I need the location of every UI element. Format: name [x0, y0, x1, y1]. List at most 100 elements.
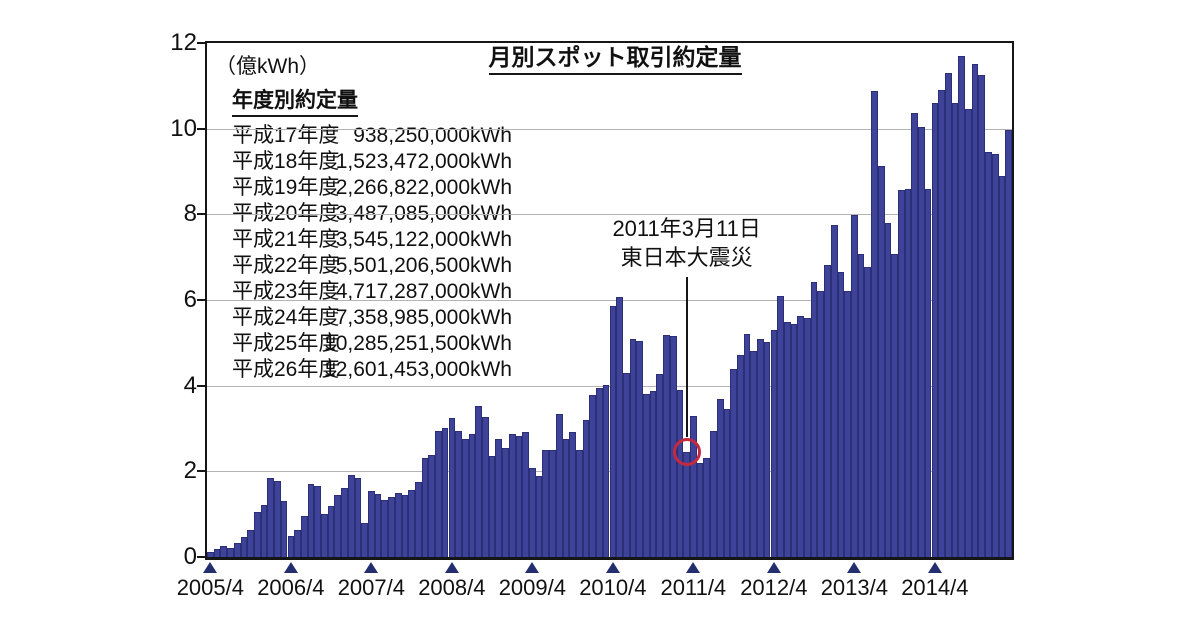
- y-axis-label-4: 4: [183, 371, 197, 399]
- fiscal-year-label: 平成20年度: [232, 202, 340, 225]
- bar-month-18: [327, 506, 335, 557]
- x-axis-label-2007/4: 2007/4: [337, 575, 405, 600]
- bar-month-102: [891, 254, 898, 557]
- bar-month-63: [629, 338, 637, 557]
- bar-month-39: [468, 434, 476, 557]
- fiscal-year-label: 平成17年度: [232, 124, 340, 147]
- y-axis-tick-12: [197, 42, 206, 44]
- bar-month-88: [797, 315, 805, 557]
- bar-month-65: [643, 394, 650, 557]
- bar-month-106: [918, 126, 925, 557]
- bar-month-55: [575, 449, 583, 557]
- y-axis-label-2: 2: [183, 457, 197, 485]
- bar-month-58: [596, 387, 603, 557]
- earthquake-date-text: 2011年3月11日: [612, 216, 761, 241]
- bar-month-89: [804, 317, 811, 557]
- bar-month-17: [321, 514, 328, 557]
- bar-month-87: [790, 324, 798, 557]
- bar-month-38: [461, 439, 469, 557]
- bar-month-30: [408, 489, 415, 557]
- fiscal-year-label: 平成23年度: [232, 280, 340, 303]
- x-axis-label-2005/4: 2005/4: [176, 575, 244, 600]
- bar-month-78: [730, 368, 737, 557]
- fiscal-year-value: 4,717,287,000kWh: [335, 280, 512, 303]
- bar-month-47: [522, 431, 529, 557]
- gridline-y6: [207, 300, 1012, 301]
- bar-month-32: [421, 458, 429, 557]
- fiscal-year-value: 7,358,985,000kWh: [335, 306, 512, 329]
- earthquake-name-text: 東日本大震災: [620, 245, 753, 270]
- earthquake-highlight-circle: [672, 437, 701, 466]
- bar-month-20: [341, 488, 348, 557]
- bar-month-110: [944, 72, 952, 557]
- bar-month-104: [904, 188, 912, 557]
- annual-table-row: 平成26年度 12,601,453,000kWh: [232, 357, 512, 383]
- bar-month-74: [703, 458, 711, 557]
- bar-month-46: [515, 436, 523, 557]
- bar-month-92: [824, 265, 831, 557]
- bar-month-26: [381, 500, 389, 557]
- x-axis-label-2013/4: 2013/4: [820, 575, 888, 600]
- fiscal-year-value: 1,523,472,000kWh: [335, 150, 512, 173]
- bar-month-51: [549, 449, 556, 557]
- y-axis-unit-label: （億kWh）: [215, 55, 320, 78]
- x-axis-label-2006/4: 2006/4: [257, 575, 325, 600]
- gridline-y8: [207, 214, 1012, 216]
- annual-table-row: 平成19年度 2,266,822,000kWh: [232, 175, 512, 201]
- bar-month-1: [213, 548, 221, 557]
- bar-month-72: [690, 415, 697, 557]
- bar-month-14: [300, 516, 308, 557]
- bar-month-2: [220, 546, 228, 557]
- bar-month-41: [482, 416, 489, 557]
- bar-month-45: [508, 434, 516, 557]
- x-axis-triangle-icon: [927, 562, 942, 573]
- bar-month-34: [435, 430, 442, 557]
- bar-month-93: [830, 225, 838, 557]
- bar-month-107: [924, 188, 932, 557]
- annual-table-row: 平成21年度 3,545,122,000kWh: [232, 227, 512, 253]
- x-axis-triangle-icon: [525, 562, 540, 573]
- bar-month-4: [233, 542, 241, 557]
- bar-month-11: [280, 500, 288, 557]
- plot-frame: [205, 41, 1014, 560]
- fiscal-year-value: 12,601,453,000kWh: [324, 358, 512, 381]
- fiscal-year-label: 平成19年度: [232, 176, 340, 199]
- fiscal-year-label: 平成24年度: [232, 306, 340, 329]
- fiscal-year-value: 5,501,206,500kWh: [335, 254, 512, 277]
- bar-month-49: [535, 475, 543, 557]
- bar-month-60: [609, 306, 617, 557]
- x-axis-triangle-icon: [686, 562, 701, 573]
- bar-month-109: [938, 90, 945, 557]
- bar-month-70: [676, 389, 684, 557]
- bar-month-71: [683, 451, 690, 557]
- bar-month-3: [227, 548, 234, 557]
- bar-month-29: [401, 494, 409, 557]
- y-axis-tick-2: [197, 470, 206, 473]
- annual-table-row: 平成17年度 938,250,000kWh: [232, 123, 512, 149]
- fiscal-year-value: 3,545,122,000kWh: [335, 228, 512, 251]
- bar-month-81: [750, 350, 758, 557]
- bar-month-48: [529, 467, 536, 557]
- bar-month-99: [871, 90, 878, 557]
- fiscal-year-label: 平成26年度: [232, 358, 340, 381]
- x-axis-triangle-icon: [444, 562, 459, 573]
- bar-month-19: [334, 494, 342, 557]
- bar-month-8: [260, 504, 268, 557]
- gridline-y10: [207, 128, 1012, 130]
- plot-area: [207, 43, 1012, 557]
- bar-month-31: [414, 482, 422, 557]
- bar-month-98: [864, 267, 872, 557]
- bar-month-16: [314, 485, 322, 557]
- bar-month-35: [441, 428, 449, 557]
- bar-month-100: [877, 165, 885, 557]
- bar-month-118: [998, 175, 1006, 557]
- bar-month-85: [777, 295, 784, 557]
- bar-month-86: [783, 322, 791, 557]
- bar-month-5: [240, 537, 248, 557]
- bar-month-9: [267, 477, 275, 557]
- bar-month-36: [448, 417, 456, 557]
- bar-month-43: [495, 439, 503, 557]
- x-axis-triangle-icon: [203, 562, 218, 573]
- bar-month-21: [347, 474, 355, 557]
